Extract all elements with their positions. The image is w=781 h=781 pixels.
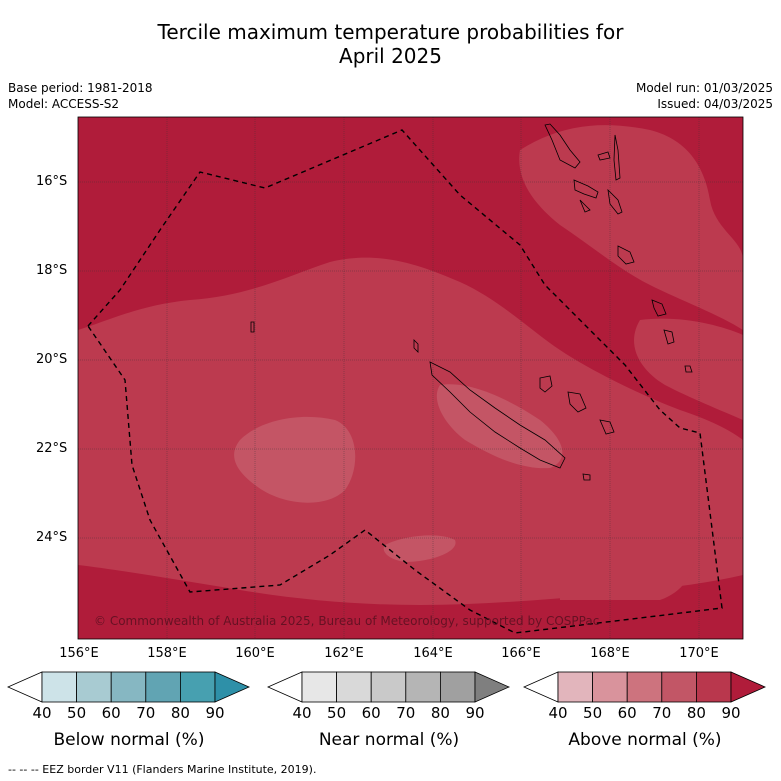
colorbar-near-tick: 50 bbox=[327, 704, 347, 722]
prob-70-80-region bbox=[78, 257, 743, 605]
colorbar-near-tick: 70 bbox=[396, 704, 416, 722]
lon-label-168e: 168°E bbox=[590, 646, 630, 661]
colorbar-near-segment bbox=[301, 671, 337, 703]
colorbar-below-extend-high bbox=[214, 671, 250, 703]
colorbar-below-segment bbox=[76, 671, 112, 703]
lat-label-22s: 22°S bbox=[36, 441, 68, 456]
lat-label-24s: 24°S bbox=[36, 530, 68, 545]
colorbar-below-tick: 40 bbox=[32, 704, 52, 722]
colorbar-below-tick: 80 bbox=[170, 704, 190, 722]
colorbar-below-tick: 60 bbox=[101, 704, 121, 722]
islands bbox=[250, 123, 693, 481]
prob-60-70-region-nc bbox=[436, 384, 563, 469]
copyright-notice: © Commonwealth of Australia 2025, Bureau… bbox=[94, 614, 600, 628]
colorbar-near-tick: 80 bbox=[430, 704, 450, 722]
prob-70-80-region-se bbox=[560, 537, 694, 600]
new-caledonia-island bbox=[429, 361, 566, 469]
colorbar-above-segment bbox=[661, 671, 697, 703]
colorbar-below-tick: 90 bbox=[205, 704, 225, 722]
colorbar-above-extend-low bbox=[523, 671, 559, 703]
colorbars bbox=[7, 671, 766, 703]
colorbar-near-tick: 90 bbox=[465, 704, 485, 722]
colorbar-below-segment bbox=[179, 671, 216, 703]
colorbar-above-extend-high bbox=[730, 671, 766, 703]
lon-label-166e: 166°E bbox=[501, 646, 541, 661]
colorbar-below-extend-low bbox=[7, 671, 43, 703]
prob-70-80-region-ne bbox=[634, 318, 743, 420]
lat-label-20s: 20°S bbox=[36, 352, 68, 367]
map-frame bbox=[77, 116, 744, 640]
lon-label-170e: 170°E bbox=[679, 646, 719, 661]
colorbar-near-extend-high bbox=[474, 671, 510, 703]
colorbar-near-segment bbox=[405, 671, 441, 703]
base-period: Base period: 1981-2018 bbox=[8, 81, 153, 95]
colorbar-near-tick: 40 bbox=[292, 704, 312, 722]
prob-60-70-region-south bbox=[383, 535, 456, 562]
colorbar-above-tick: 70 bbox=[652, 704, 672, 722]
colorbar-below-tick: 50 bbox=[67, 704, 87, 722]
colorbar-above-tick: 60 bbox=[617, 704, 637, 722]
prob-60-70-region bbox=[234, 416, 356, 503]
colorbar-above-segment bbox=[592, 671, 628, 703]
colorbar-above-tick: 90 bbox=[721, 704, 741, 722]
colorbar-below-segment bbox=[110, 671, 147, 703]
colorbar-near-tick: 60 bbox=[361, 704, 381, 722]
model-run: Model run: 01/03/2025 bbox=[635, 81, 773, 95]
colorbar-near-segment bbox=[370, 671, 407, 703]
map-title-line1: Tercile maximum temperature probabilitie… bbox=[157, 20, 624, 44]
lon-label-158e: 158°E bbox=[147, 646, 187, 661]
model-name: Model: ACCESS-S2 bbox=[8, 97, 120, 111]
colorbar-above-tick: 80 bbox=[686, 704, 706, 722]
prob-70-80-region-east bbox=[519, 125, 743, 331]
colorbar-label-near: Near normal (%) bbox=[318, 730, 460, 750]
lon-label-156e: 156°E bbox=[59, 646, 99, 661]
graticule bbox=[78, 117, 743, 639]
colorbar-label-above: Above normal (%) bbox=[568, 730, 722, 750]
colorbar-above-tick: 40 bbox=[548, 704, 568, 722]
lat-label-18s: 18°S bbox=[36, 263, 68, 278]
lon-label-162e: 162°E bbox=[324, 646, 364, 661]
map-title-line2: April 2025 bbox=[339, 44, 442, 68]
lon-label-164e: 164°E bbox=[413, 646, 453, 661]
colorbar-near-segment bbox=[336, 671, 372, 703]
issued-date: Issued: 04/03/2025 bbox=[657, 97, 773, 111]
colorbar-label-below: Below normal (%) bbox=[53, 730, 205, 750]
colorbar-below-segment bbox=[41, 671, 77, 703]
colorbar-below-tick: 70 bbox=[136, 704, 156, 722]
colorbar-above-tick: 50 bbox=[583, 704, 603, 722]
lat-label-16s: 16°S bbox=[36, 174, 68, 189]
colorbar-above-segment bbox=[626, 671, 663, 703]
vanuatu-island bbox=[544, 123, 581, 169]
colorbar-near-extend-low bbox=[267, 671, 303, 703]
probability-field bbox=[78, 117, 743, 639]
lon-label-160e: 160°E bbox=[235, 646, 275, 661]
colorbar-below-segment bbox=[145, 671, 181, 703]
eez-border bbox=[87, 129, 723, 634]
eez-legend-footnote: -- -- -- EEZ border V11 (Flanders Marine… bbox=[8, 763, 317, 776]
colorbar-above-segment bbox=[557, 671, 593, 703]
colorbar-above-segment bbox=[696, 671, 732, 703]
colorbar-near-segment bbox=[439, 671, 476, 703]
